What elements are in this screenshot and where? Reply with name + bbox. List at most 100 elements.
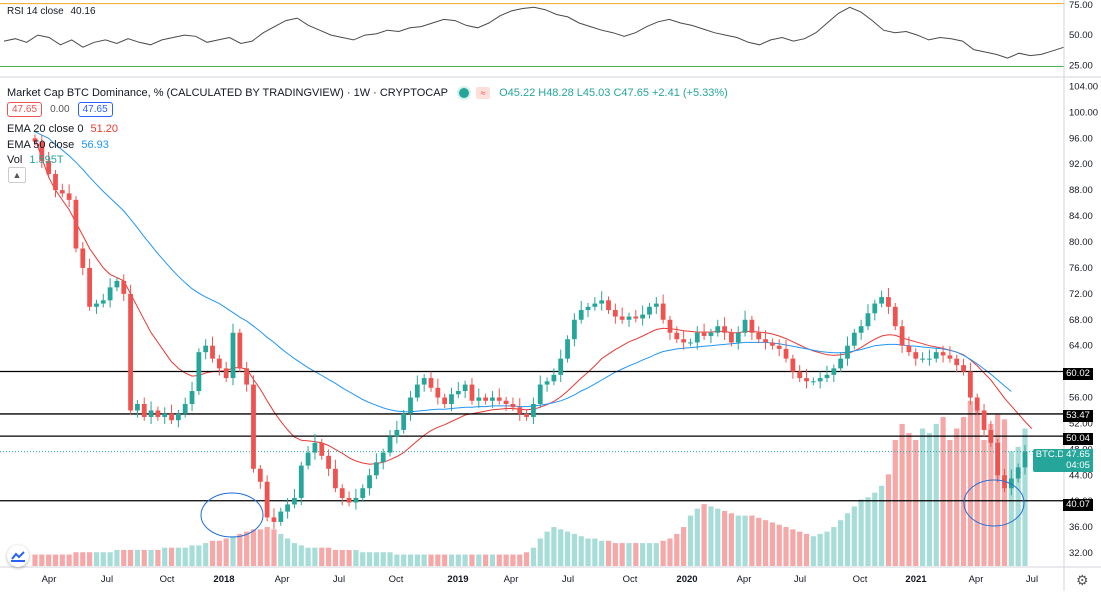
price-y-tick: 96.00 <box>1069 133 1093 144</box>
candle-body <box>285 504 291 512</box>
candle-body <box>633 316 639 319</box>
volume-bar <box>250 529 257 566</box>
candle-body <box>783 348 789 359</box>
volume-bar <box>756 517 762 566</box>
price-y-tick: 36.00 <box>1069 522 1093 533</box>
volume-bar <box>223 538 229 566</box>
candle-body <box>203 345 209 353</box>
volume-bar <box>1015 446 1021 566</box>
candle-body <box>73 199 79 249</box>
candle-body <box>531 404 536 417</box>
level-tag-1: 60.02 <box>1063 368 1093 380</box>
volume-bar <box>701 504 707 566</box>
candle-body <box>537 384 543 404</box>
candle-body <box>387 436 393 453</box>
candle-body <box>640 314 646 319</box>
candle-body <box>517 407 523 414</box>
volume-bar <box>59 554 65 566</box>
candle-body <box>264 481 270 518</box>
ask-badge[interactable]: 47.65 <box>77 102 113 117</box>
volume-bar <box>517 554 523 566</box>
x-tick: Jul <box>562 574 574 585</box>
gear-icon[interactable]: ⚙ <box>1076 572 1089 588</box>
volume-bar <box>954 428 960 566</box>
volume-bar <box>838 520 844 566</box>
candle-body <box>298 465 304 498</box>
volume-bar <box>599 540 605 566</box>
ema50-legend: EMA 50 close 56.93 <box>7 139 109 151</box>
volume-bar <box>1022 428 1028 566</box>
candle-body <box>483 397 489 401</box>
annotation-ellipse <box>200 492 264 538</box>
candle-body <box>421 378 427 385</box>
volume-bar <box>735 515 741 566</box>
candle-body <box>39 141 45 161</box>
candle-body <box>469 384 475 401</box>
ticker-tag: BTC.D <box>1033 449 1067 472</box>
volume-bar <box>749 515 755 566</box>
volume-bar <box>162 547 168 566</box>
volume-bar <box>558 529 564 566</box>
volume-value: 1.595T <box>29 154 64 167</box>
candle-body <box>510 404 516 408</box>
candle-body <box>442 397 448 404</box>
ohlc-values: O45.22 H48.28 L45.03 C47.65 +2.41 (+5.33… <box>499 87 728 99</box>
candle-body <box>858 326 864 333</box>
candle-body <box>1015 467 1021 479</box>
volume-bar <box>380 552 386 566</box>
volume-bar <box>114 549 120 566</box>
volume-bar <box>940 417 946 566</box>
volume-bar <box>817 533 823 566</box>
volume-bar <box>93 552 100 566</box>
volume-bar <box>257 529 263 566</box>
last-price-tag: 47.65 04:05 <box>1063 449 1093 472</box>
live-dot-icon[interactable] <box>456 86 471 100</box>
volume-bar <box>906 433 912 566</box>
candle-body <box>851 332 857 346</box>
volume-bar <box>414 554 420 566</box>
tradingview-logo-icon[interactable] <box>7 545 29 567</box>
volume-bar <box>428 554 434 566</box>
volume-bar <box>530 547 537 566</box>
volume-bar <box>879 485 885 566</box>
volume-bar <box>776 524 782 566</box>
candle-body <box>305 452 311 466</box>
candle-body <box>735 332 741 343</box>
candle-body <box>571 319 577 340</box>
volume-bar <box>421 554 427 566</box>
volume-bar <box>52 554 59 566</box>
volume-bar <box>244 531 250 566</box>
volume-bar <box>790 529 796 566</box>
candle-body <box>237 332 243 369</box>
candle-body <box>872 303 878 314</box>
bid-badge[interactable]: 47.65 <box>7 102 43 117</box>
candle-body <box>947 355 953 359</box>
rsi-legend: RSI 14 close 40.16 <box>7 6 96 17</box>
candle-body <box>708 332 714 336</box>
volume-bar <box>1001 419 1008 566</box>
volume-bar <box>708 506 714 566</box>
candle-body <box>210 345 215 359</box>
volume-bar <box>483 554 489 566</box>
chevron-up-icon[interactable]: ▲ <box>8 167 26 183</box>
x-tick: 2021 <box>905 574 927 585</box>
price-y-tick: 72.00 <box>1069 289 1093 300</box>
candle-body <box>476 397 482 401</box>
volume-bar <box>448 554 455 566</box>
candle-body <box>46 161 52 174</box>
volume-bar <box>489 554 496 566</box>
candle-body <box>729 332 734 343</box>
candle-body <box>879 297 885 304</box>
candle-body <box>865 313 871 327</box>
price-y-tick: 84.00 <box>1069 211 1093 222</box>
volume-bar <box>469 554 475 566</box>
x-tick: Oct <box>623 574 638 585</box>
volume-bar <box>974 410 980 566</box>
volume-bar <box>216 540 222 566</box>
volume-bar <box>134 549 141 566</box>
ticker-symbol: BTC.D <box>1035 449 1065 460</box>
x-tick: 2019 <box>447 574 468 585</box>
x-tick: Apr <box>275 574 290 585</box>
volume-bar <box>66 554 72 566</box>
compare-icon[interactable]: ≈ <box>476 87 491 99</box>
